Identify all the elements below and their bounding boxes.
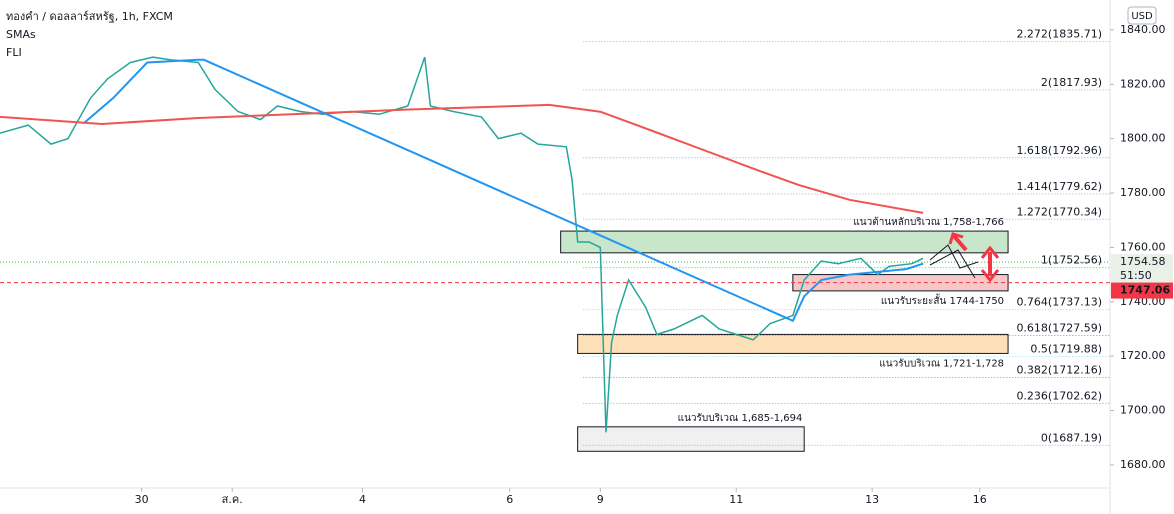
y-tick-label: 1800.00 [1120,132,1166,145]
fib-label: 1.272(1770.34) [1016,205,1102,218]
x-tick-label: 13 [865,493,879,506]
chart-title: ทองคำ / ดอลลาร์สหรัฐ, 1h, FXCM [6,10,173,23]
indicator-label: SMAs [6,28,36,41]
x-tick-label: 9 [597,493,604,506]
y-tick-label: 1780.00 [1120,186,1166,199]
fib-label: 0(1687.19) [1041,431,1102,444]
fib-label: 1(1752.56) [1041,254,1102,267]
plot-area [0,41,1110,452]
y-tick-label: 1680.00 [1120,458,1166,471]
arrows [948,232,1000,283]
x-tick-label: 4 [359,493,366,506]
indicator-label: FLI [6,46,22,59]
price-line [84,58,924,323]
zone-label: แนวรับบริเวณ 1,721-1,728 [879,358,1004,369]
fib-label: 1.414(1779.62) [1016,180,1102,193]
y-tick-label: 1820.00 [1120,77,1166,90]
zone [577,426,805,452]
currency-label: USD [1131,11,1153,22]
currency-badge[interactable] [1127,6,1157,25]
fib-label: 0.618(1727.59) [1016,322,1102,335]
fib-label: 0.236(1702.62) [1016,389,1102,402]
x-tick-label: 16 [973,493,987,506]
fib-label: 0.382(1712.16) [1016,363,1102,376]
x-tick-label: ส.ค. [222,493,243,506]
zone-label: แนวรับบริเวณ 1,685-1,694 [678,413,803,424]
y-tick-label: 1720.00 [1120,349,1166,362]
projection-lines [929,244,979,279]
fib-label: 1.618(1792.96) [1016,144,1102,157]
price-line [0,103,924,214]
last-price-label: 1754.58 [1120,255,1166,268]
last-price-tag [1111,254,1173,285]
fib-label: 2.272(1835.71) [1016,28,1102,41]
y-tick-label: 1700.00 [1120,404,1166,417]
zone [560,230,1009,254]
reference-price-tag [1111,282,1173,299]
fib-label: 0.764(1737.13) [1016,296,1102,309]
x-tick-label: 11 [729,493,743,506]
zone-label: แนวต้านหลักบริเวณ 1,758-1,766 [853,216,1004,228]
reference-price-label: 1747.06 [1120,284,1170,297]
fib-label: 2(1817.93) [1041,76,1102,89]
y-tick-label: 1760.00 [1120,240,1166,253]
x-tick-label: 6 [506,493,513,506]
y-tick-label: 1840.00 [1120,23,1166,36]
fib-label: 0.5(1719.88) [1030,342,1102,355]
x-tick-label: 30 [135,493,149,506]
zone [577,333,1009,354]
countdown-label: 51:50 [1120,269,1152,282]
zone-label: แนวรับระยะสั้น 1744-1750 [881,293,1004,307]
